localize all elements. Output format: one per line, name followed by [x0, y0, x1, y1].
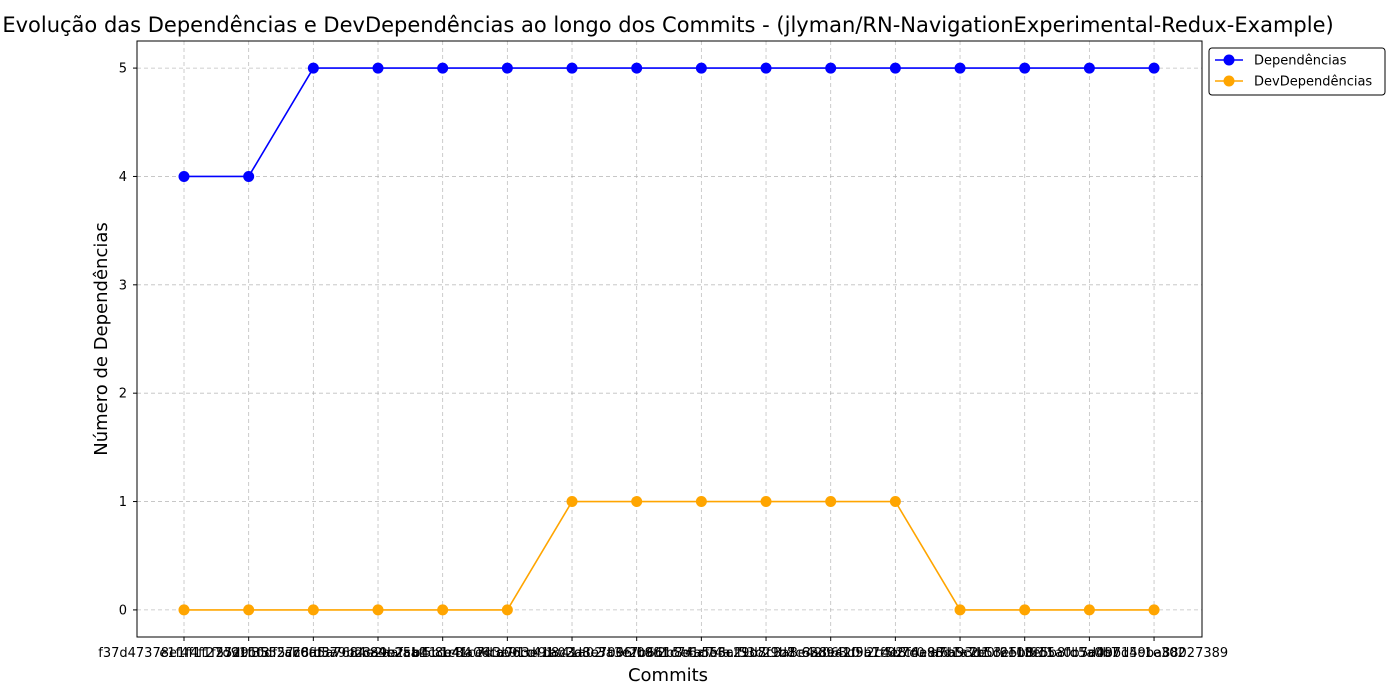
- x-axis-label: Commits: [628, 665, 708, 686]
- x-axis: f37d47378e1f4f1f27d91f3e1f4f1f27d91f3552…: [98, 637, 1228, 661]
- y-tick-label: 0: [119, 603, 127, 618]
- x-tick-label: b41ce4fa06cd7d3e91c41a02: [412, 646, 602, 661]
- y-axis-label: Número de Dependências: [91, 222, 112, 456]
- series-line-0: [184, 67, 1155, 178]
- y-tick-label: 2: [119, 387, 127, 402]
- data-point: [178, 170, 190, 182]
- data-point: [1019, 604, 1031, 616]
- x-tick-label: 5e6af53c29d8f1b7c3a8e420: [672, 646, 860, 661]
- data-point: [243, 604, 255, 616]
- y-tick-label: 3: [119, 278, 127, 293]
- chart-title: Evolução das Dependências e DevDependênc…: [2, 13, 1333, 37]
- data-point: [501, 62, 513, 74]
- data-point: [760, 62, 772, 74]
- data-point: [178, 604, 190, 616]
- data-point: [695, 496, 707, 508]
- data-point: [566, 62, 578, 74]
- data-point: [954, 62, 966, 74]
- grid-layer: [137, 41, 1202, 637]
- x-tick-label: e1f4f1f27d91f3552cb0df57: [159, 646, 338, 661]
- legend-marker-1: [1223, 75, 1235, 87]
- data-point: [437, 604, 449, 616]
- data-point: [437, 62, 449, 74]
- x-tick-label: a76fd3a9b2c84e2aaf5b1c84: [284, 646, 471, 661]
- data-point: [1083, 62, 1095, 74]
- data-point: [760, 496, 772, 508]
- data-point: [501, 604, 513, 616]
- data-point: [1148, 62, 1160, 74]
- plot-area: [136, 40, 1203, 638]
- x-tick-label: 63d9a1f5b7c02c4e8f6a93d1: [801, 646, 989, 661]
- legend-frame: [1208, 47, 1386, 96]
- x-tick-label: 552cb0df57c8a5a76fd3a9b2c: [216, 646, 411, 661]
- x-tick-label: 7d3e91c41a02d8c3a3e7b66f: [476, 646, 668, 661]
- data-point: [243, 170, 255, 182]
- data-point: [307, 604, 319, 616]
- x-tick-label: f1b7c3a8e42063d9a1f5b7c0: [737, 646, 925, 661]
- data-point: [825, 62, 837, 74]
- series-layer: [178, 62, 1160, 616]
- data-point: [372, 62, 384, 74]
- legend: Dependências DevDependências: [1208, 47, 1386, 96]
- data-point: [889, 496, 901, 508]
- y-tick-label: 1: [119, 495, 127, 510]
- data-point: [372, 604, 384, 616]
- data-point: [307, 62, 319, 74]
- y-tick-label: 4: [119, 170, 127, 185]
- data-point: [825, 496, 837, 508]
- x-tick-label: 84e2aaf5b1c8b41ce4fa06cd: [350, 646, 536, 661]
- x-tick-label: 09f2b8d1c74a5e6af53c29d8: [607, 646, 795, 661]
- data-point: [1019, 62, 1031, 74]
- x-tick-label: 3e5b8fd5a0b7d49b15c1e302: [993, 646, 1186, 661]
- data-point: [1083, 604, 1095, 616]
- y-axis: 0 1 2 3 4 5: [119, 62, 137, 618]
- data-point: [631, 62, 643, 74]
- data-point: [1148, 604, 1160, 616]
- legend-marker-0: [1223, 54, 1235, 66]
- x-tick-label: 5a0b7d49ba88027389: [1080, 646, 1228, 661]
- data-point: [889, 62, 901, 74]
- legend-label-0: Dependências: [1254, 54, 1347, 69]
- data-point: [566, 496, 578, 508]
- x-tick-label: a7b5c2e0f6113e5b8fd5a0b7: [930, 646, 1119, 661]
- x-tick-label: 2c4e8f6a93d1a7b5c2e0f611: [866, 646, 1054, 661]
- x-tick-label: d8c3a3e7b66f09f2b8d1c74a: [543, 646, 731, 661]
- series-line-1: [184, 500, 1155, 611]
- data-point: [631, 496, 643, 508]
- x-tick-label: f37d47378e1f4f1f27d91f3: [98, 646, 269, 661]
- legend-label-1: DevDependências: [1254, 75, 1372, 90]
- data-point: [954, 604, 966, 616]
- data-point: [695, 62, 707, 74]
- y-tick-label: 5: [119, 62, 127, 77]
